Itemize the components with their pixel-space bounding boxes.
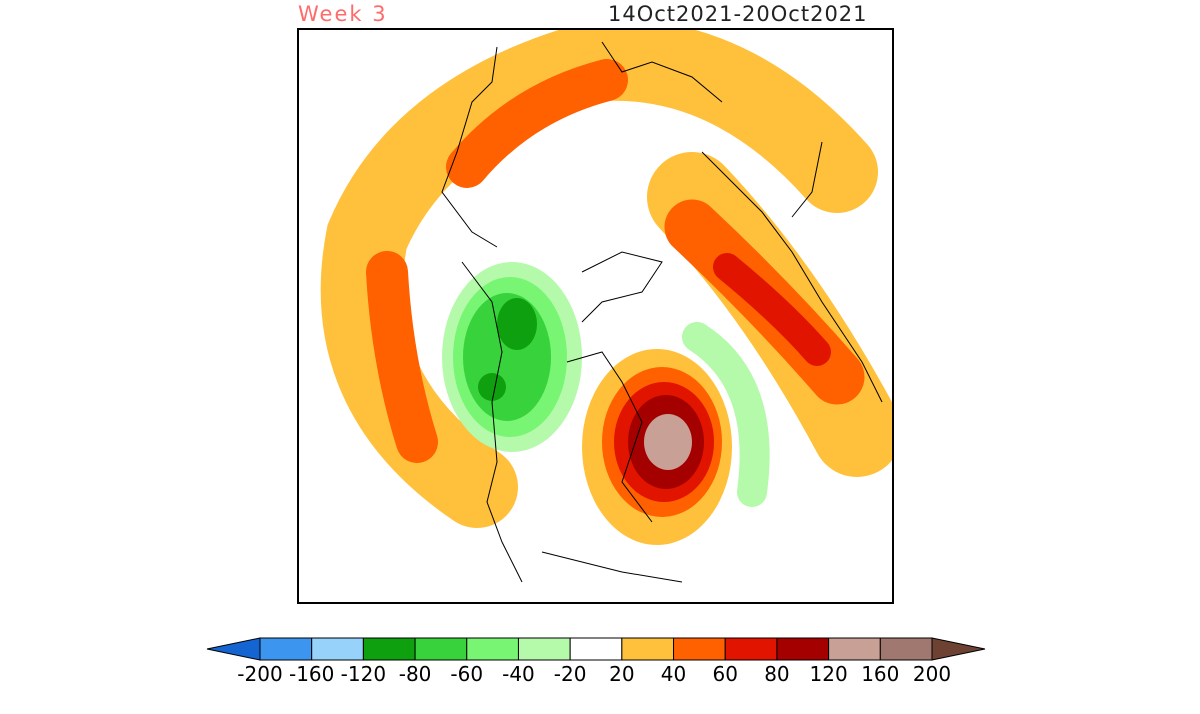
colorbar-label: 80 [764,662,790,686]
colorbar-label: -160 [288,662,335,686]
colorbar-box [828,637,881,661]
colorbar-box [776,637,830,661]
anomaly-neg-strip [682,322,770,507]
colorbar-box [517,637,571,661]
colorbar-box [414,637,468,661]
colorbar-label: -60 [450,662,484,686]
colorbar-label: 160 [861,662,900,686]
colorbar-box [311,637,364,661]
colorbar-box [466,637,519,661]
colorbar-label: 20 [609,662,635,686]
colorbar-label: 120 [809,662,848,686]
anomaly-neg-80b [478,373,506,401]
colorbar-labels: -200 -160 -120 -80 -60 -40 -20 20 40 60 80 120 160 20… [0,662,1200,688]
colorbar-box [673,637,726,661]
anomaly-core-north [446,59,628,188]
anomaly-neg-80a [497,298,537,350]
anomaly-map [320,30,892,583]
anomaly-center-120 [644,414,692,470]
colorbar-label: 60 [712,662,738,686]
date-range: 14Oct2021-20Oct2021 [608,2,868,26]
colorbar-label: -200 [237,662,283,686]
colorbar-label: 200 [912,662,952,686]
colorbar-box [621,637,675,661]
colorbar-box [362,637,416,661]
colorbar-label: -20 [553,662,587,686]
colorbar-box [879,637,933,661]
colorbar-label: -80 [398,662,432,686]
colorbar-box [724,637,778,661]
colorbar-box [259,637,313,661]
colorbar-label: -40 [502,662,535,686]
colorbar-box [569,637,623,661]
anomaly-core-west [366,251,438,463]
anomaly-max-east [713,253,831,366]
coastlines [441,41,883,583]
week-title: Week 3 [298,2,388,26]
colorbar-label: -120 [340,662,387,686]
colorbar-over-arrow [931,637,986,661]
colorbar-under-arrow [206,637,261,661]
colorbar-label: 40 [660,662,687,686]
map-panel [297,28,894,604]
